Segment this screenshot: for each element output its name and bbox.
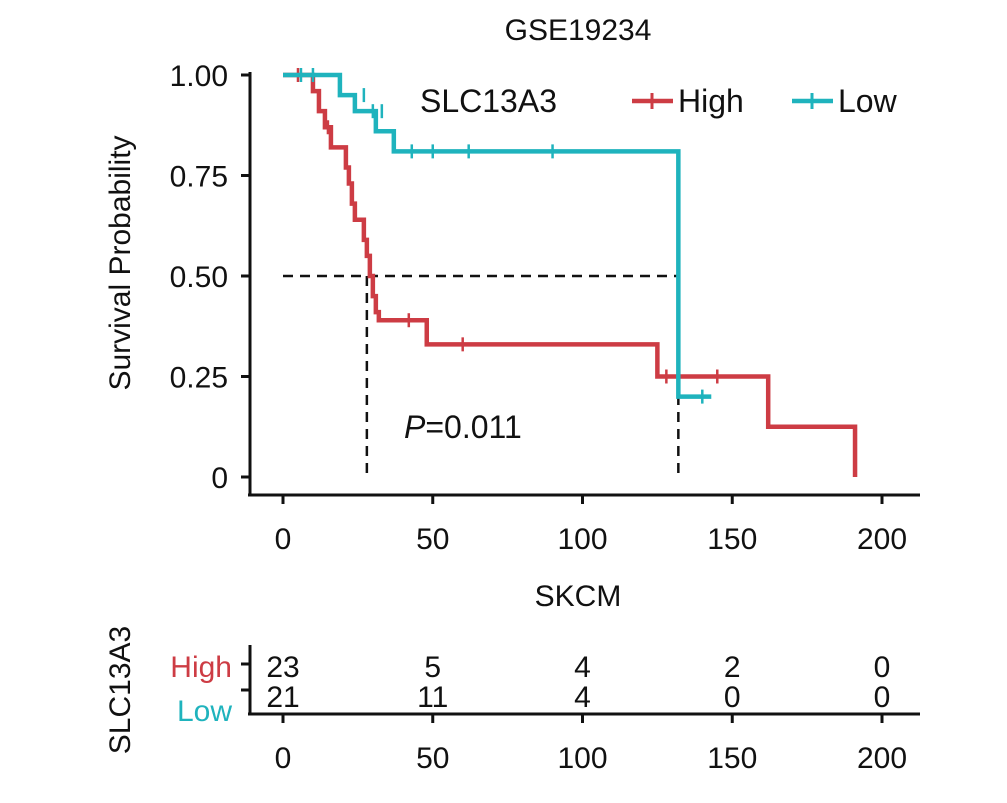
- risk-x-tick-label: 100: [557, 742, 607, 775]
- x-tick-label: 0: [275, 523, 292, 556]
- y-tick-label: 0.25: [170, 362, 228, 395]
- y-tick-label: 0.75: [170, 161, 228, 194]
- risk-count-high: 2: [724, 651, 741, 684]
- y-ticks: 0 0.25 0.50 0.75 1.00: [170, 60, 250, 495]
- curve-high: [283, 72, 858, 477]
- risk-group-low: Low: [177, 695, 232, 728]
- y-tick-label: 0: [211, 462, 228, 495]
- risk-x-tick-label: 50: [416, 742, 449, 775]
- survival-curves: [283, 68, 858, 477]
- risk-table-title: SKCM: [535, 580, 622, 613]
- risk-count-low: 0: [874, 681, 891, 714]
- legend-low-label: Low: [838, 83, 898, 119]
- x-tick-label: 50: [416, 523, 449, 556]
- median-lines: [283, 274, 680, 477]
- risk-count-high: 4: [574, 651, 591, 684]
- risk-x-tick-label: 150: [707, 742, 757, 775]
- x-tick-label: 200: [857, 523, 907, 556]
- legend-title: SLC13A3: [420, 83, 557, 119]
- risk-table-x-ticks: 0 50 100 150 200: [275, 714, 907, 775]
- x-ticks: 0 50 100 150 200: [275, 495, 907, 556]
- x-tick-label: 100: [557, 523, 607, 556]
- risk-count-high: 5: [424, 651, 441, 684]
- risk-count-low: 4: [574, 681, 591, 714]
- risk-table-cells: 23 5 4 2 021 11 4 0 0: [266, 651, 890, 714]
- curve-low: [283, 72, 712, 399]
- y-tick-label: 0.50: [170, 261, 228, 294]
- legend-high-label: High: [678, 83, 744, 119]
- y-tick-label: 1.00: [170, 60, 228, 93]
- risk-count-high: 23: [266, 651, 299, 684]
- x-tick-label: 150: [707, 523, 757, 556]
- risk-group-high: High: [170, 651, 232, 684]
- risk-count-low: 0: [724, 681, 741, 714]
- p-label: P: [404, 409, 426, 445]
- chart-title: GSE19234: [505, 14, 652, 47]
- risk-table-ylabel: SLC13A3: [104, 626, 137, 754]
- risk-x-tick-label: 0: [275, 742, 292, 775]
- risk-count-low: 11: [417, 681, 448, 714]
- y-axis-label: Survival Probability: [104, 135, 137, 390]
- p-value: =0.011: [425, 409, 521, 445]
- legend: SLC13A3 High Low: [420, 83, 898, 119]
- axes: [248, 72, 920, 497]
- p-value-annotation: P=0.011: [404, 409, 522, 445]
- risk-count-high: 0: [874, 651, 891, 684]
- risk-count-low: 21: [266, 681, 299, 714]
- risk-x-tick-label: 200: [857, 742, 907, 775]
